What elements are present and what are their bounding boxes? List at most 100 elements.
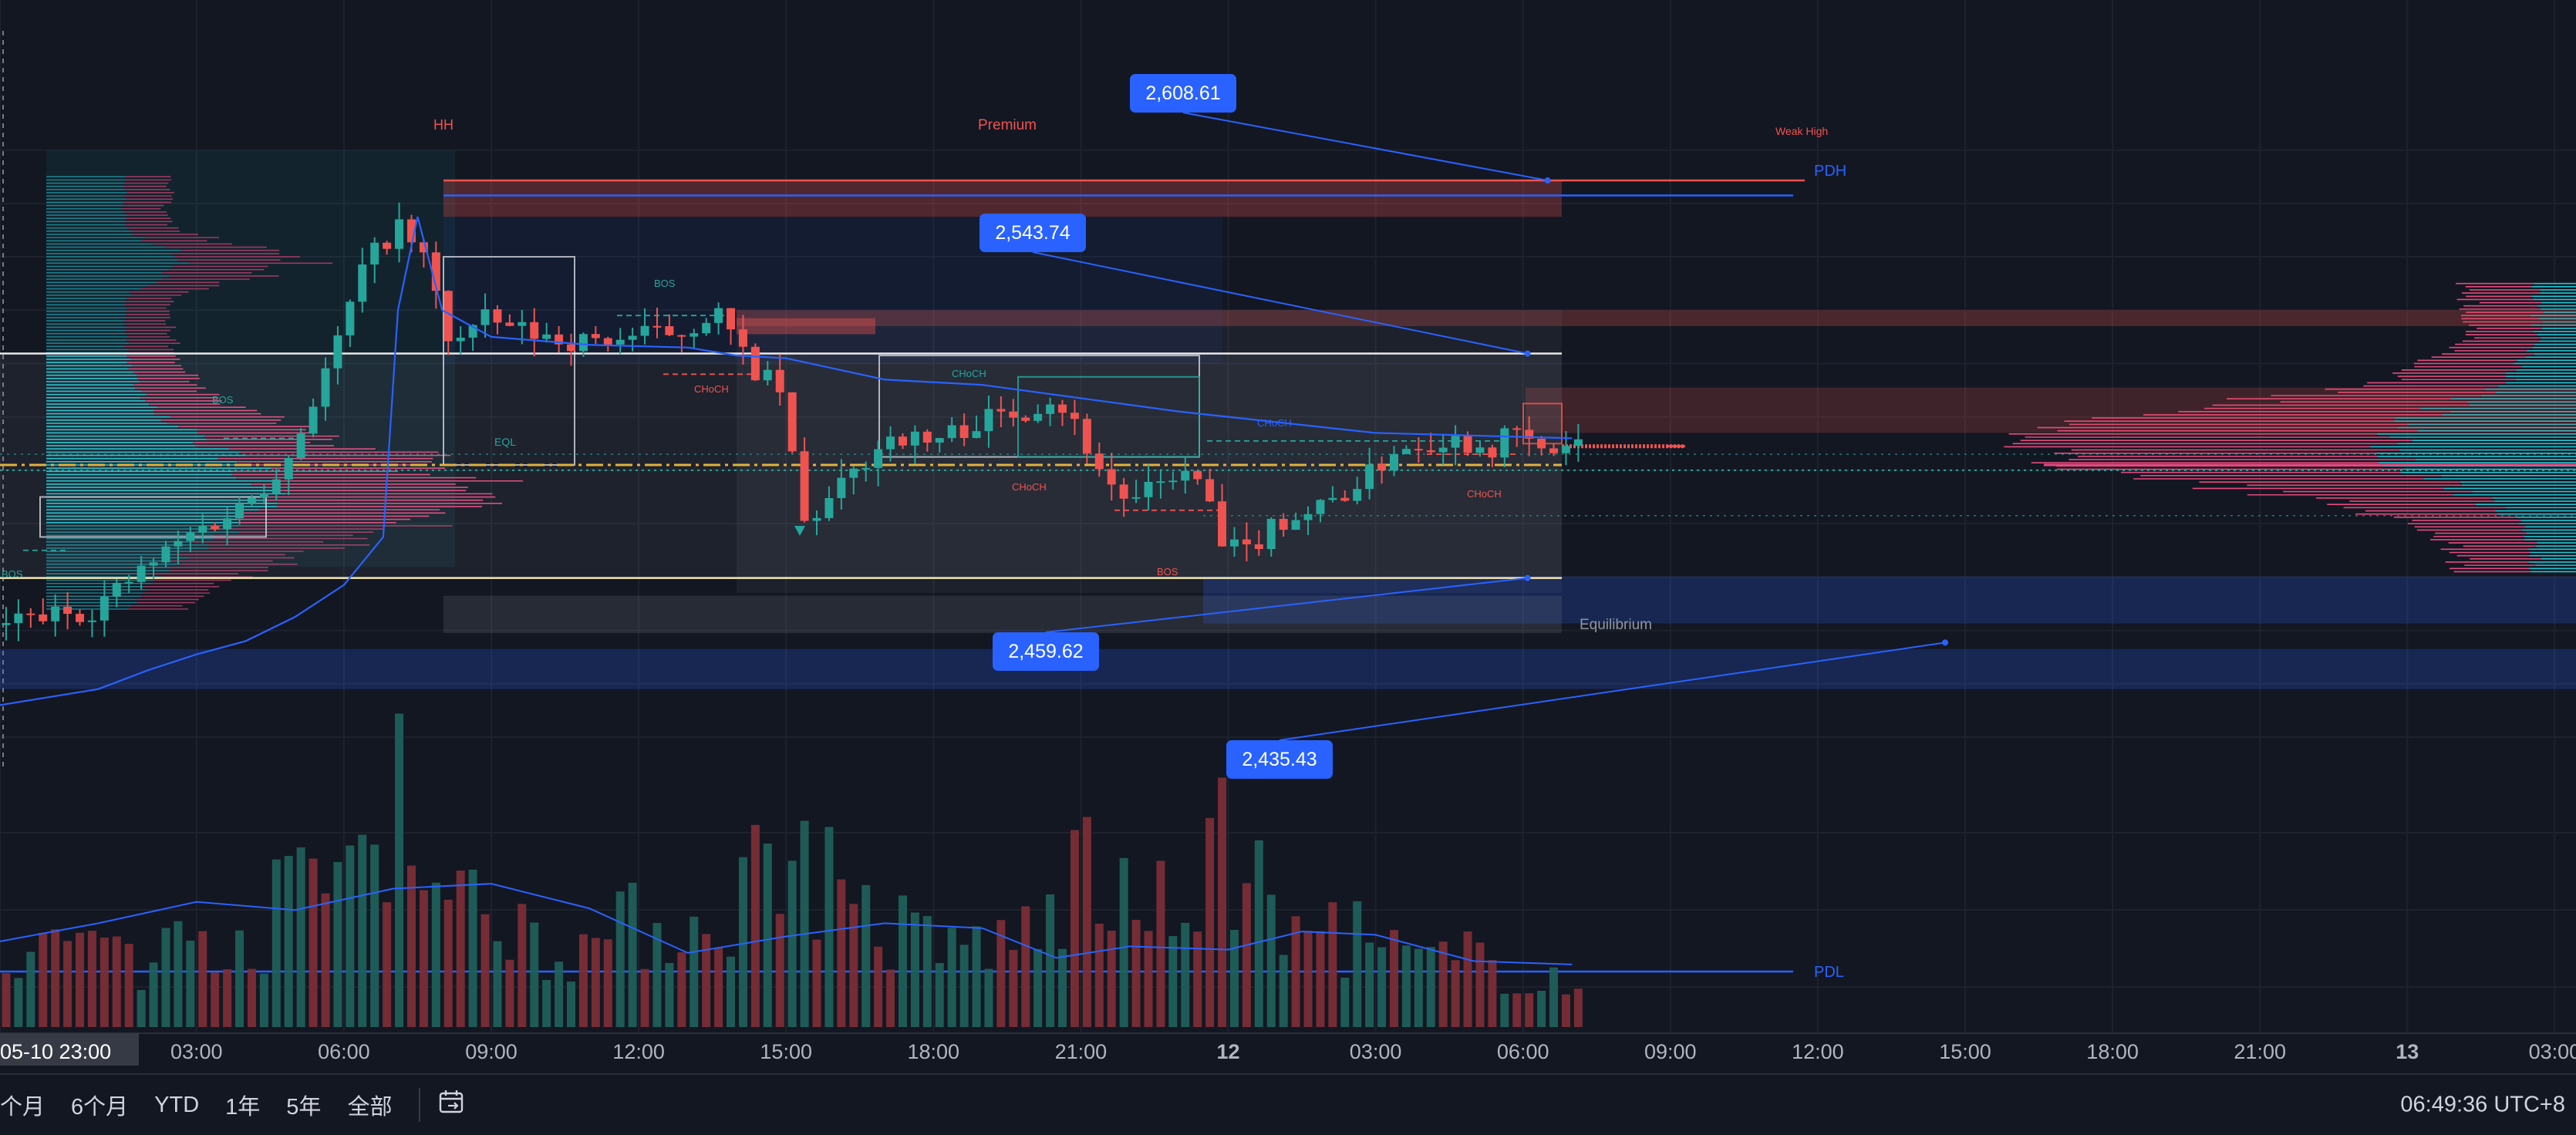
candle-body <box>530 322 539 339</box>
candle-body <box>1488 447 1497 458</box>
calendar-goto-icon[interactable] <box>437 1087 467 1123</box>
volume-bar <box>652 923 662 1027</box>
volume-bar <box>1401 945 1411 1027</box>
range-ytd-button[interactable]: YTD <box>154 1092 200 1117</box>
bos-label-3: BOS <box>2 568 23 580</box>
candle-body <box>578 334 588 352</box>
range-months-button[interactable]: 个月 <box>0 1095 46 1120</box>
candle-body <box>849 468 858 478</box>
range-all-button[interactable]: 全部 <box>347 1095 393 1120</box>
pdl-label: PDL <box>1814 964 1844 981</box>
candle-body <box>137 565 146 582</box>
candle-body <box>959 425 969 439</box>
toolbar-divider <box>419 1088 421 1122</box>
volume-bar <box>51 929 60 1027</box>
volume-bar <box>578 934 588 1027</box>
candle-body <box>1561 446 1570 453</box>
volume-bar <box>211 972 220 1027</box>
volume-bar <box>800 820 809 1027</box>
range-5y-button[interactable]: 5年 <box>286 1095 322 1120</box>
volume-bar <box>1254 840 1263 1027</box>
candle-body <box>456 337 465 342</box>
callout-leader <box>1182 112 1548 182</box>
choch-label-1: CHoCH <box>694 383 729 395</box>
volume-bar <box>837 879 846 1027</box>
candle-body <box>247 497 256 504</box>
volume-bar <box>861 884 871 1027</box>
chart-canvas[interactable]: HH Premium Weak High PDH PDL Equilibrium… <box>0 0 2576 1073</box>
candle-body <box>1426 450 1435 453</box>
candle-body <box>984 409 993 432</box>
range-1y-button[interactable]: 1年 <box>225 1095 261 1120</box>
volume-bar <box>812 939 821 1027</box>
callout-leader <box>1279 642 1946 741</box>
volume-bar <box>690 916 699 1027</box>
volume-bar <box>1181 922 1190 1027</box>
volume-bar <box>493 941 502 1027</box>
candle-body <box>775 369 784 392</box>
candle-body <box>1401 449 1411 454</box>
volume-ma-series <box>0 883 1573 965</box>
volume-bar <box>763 844 772 1027</box>
volume-bar <box>1218 777 1227 1027</box>
time-axis[interactable]: 05-10 23:00 03:00 06:00 09:00 12:00 15:00 18:0… <box>0 1032 2576 1066</box>
volume-bar <box>567 981 576 1027</box>
volume-bar <box>149 962 158 1027</box>
volume-bar <box>1205 817 1215 1027</box>
volume-bar <box>922 916 932 1027</box>
volume-bar <box>39 932 48 1027</box>
volume-bar <box>1365 942 1374 1027</box>
callout-anchor <box>1524 350 1531 357</box>
volume-bar <box>1009 950 1018 1027</box>
candle-body <box>321 368 330 407</box>
callout-box <box>1226 740 1333 779</box>
demand-zone <box>0 648 2576 689</box>
candle-body <box>567 344 576 352</box>
bos-label-4: BOS <box>1157 566 1178 578</box>
volume-bar <box>223 969 232 1027</box>
volume-bar <box>505 959 514 1027</box>
volume-bar <box>235 930 244 1027</box>
volume-bar <box>1488 960 1497 1027</box>
premium-supply-zone <box>443 180 1562 217</box>
volume-bar <box>186 940 195 1027</box>
volume-bar <box>174 921 183 1027</box>
premium-shade-zone <box>443 217 1222 364</box>
volume-bar <box>76 932 85 1027</box>
candle-body <box>1328 497 1337 500</box>
chart-background <box>0 0 2576 1073</box>
choch-label-5: CHoCH <box>1467 488 1502 500</box>
candle-body <box>1082 419 1091 454</box>
eql-label: EQL <box>494 436 516 448</box>
candle-body <box>383 242 392 249</box>
candle-body <box>1205 479 1215 502</box>
choch-label-2: CHoCH <box>952 368 986 379</box>
volume-bar <box>738 857 747 1027</box>
range-6m-button[interactable]: 6个月 <box>71 1095 129 1120</box>
candle-body <box>652 325 662 328</box>
candle-body <box>431 252 440 291</box>
volume-bar <box>468 869 477 1027</box>
volume-bar <box>542 979 551 1027</box>
choch-label-4: CHoCH <box>1012 481 1047 493</box>
candle-body <box>1549 448 1559 453</box>
candle-body <box>996 409 1006 412</box>
volume-bar <box>886 969 895 1027</box>
candle-body <box>1254 544 1263 550</box>
volume-bar <box>702 934 711 1027</box>
time-axis-label: 12:00 <box>1792 1040 1844 1063</box>
candle-body <box>1218 501 1227 547</box>
candle-body <box>603 338 612 345</box>
volume-bar <box>296 847 305 1027</box>
weak-high-label: Weak High <box>1775 125 1828 137</box>
structure-box <box>39 496 267 538</box>
candle-body <box>1168 480 1178 483</box>
volume-bar <box>1561 994 1570 1027</box>
candle-body <box>1181 470 1190 481</box>
candle-body <box>702 322 711 334</box>
volume-bar <box>1537 990 1546 1027</box>
volume-bar <box>1512 993 1522 1027</box>
candle-body <box>910 431 919 446</box>
time-axis-label: 03:00 <box>170 1040 223 1063</box>
